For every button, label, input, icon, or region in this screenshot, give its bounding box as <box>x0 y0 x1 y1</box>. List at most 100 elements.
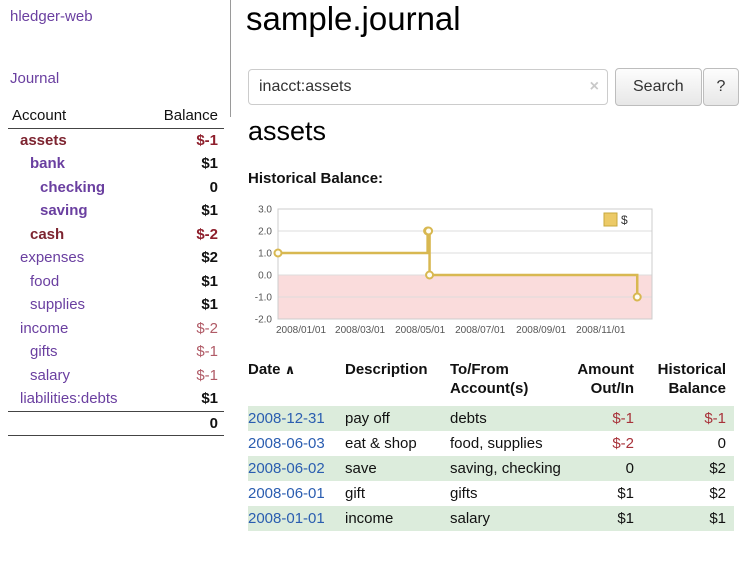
register-row: 2008-06-03 eat & shop food, supplies $-2… <box>248 431 734 456</box>
transaction-amount: $1 <box>617 485 634 502</box>
register-row: 2008-06-02 save saving, checking 0 $2 <box>248 456 734 481</box>
transaction-accounts: saving, checking <box>450 460 561 477</box>
account-row-salary: salary $-1 <box>8 364 224 388</box>
chart-marker <box>273 248 283 258</box>
account-balance: $-1 <box>196 343 218 360</box>
clear-search-icon[interactable]: × <box>589 78 599 95</box>
account-balance: 0 <box>209 178 218 196</box>
account-row-liabilities-debts: liabilities:debts $1 <box>8 387 224 411</box>
date-header-label: Date <box>248 361 281 378</box>
transaction-date-link[interactable]: 2008-06-03 <box>248 435 325 452</box>
column-header-amount: Amount Out/In <box>577 361 634 397</box>
accounts-total: 0 <box>145 410 224 436</box>
account-balance: $1 <box>201 202 218 219</box>
svg-text:-1.0: -1.0 <box>255 293 273 304</box>
account-row-bank: bank $1 <box>8 152 224 176</box>
help-button[interactable]: ? <box>703 68 739 106</box>
account-row-supplies: supplies $1 <box>8 293 224 317</box>
account-link-assets[interactable]: assets <box>20 131 67 149</box>
register-table: Date ∧ Description To/From Account(s) Am… <box>248 354 734 531</box>
svg-text:-2.0: -2.0 <box>255 315 273 326</box>
sidebar-item-journal[interactable]: Journal <box>10 70 60 87</box>
transaction-balance: $2 <box>709 485 726 502</box>
column-header-date[interactable]: Date ∧ <box>248 354 345 406</box>
column-header-historical-balance: Historical Balance <box>657 361 726 397</box>
transaction-date-link[interactable]: 2008-01-01 <box>248 510 325 527</box>
account-link-checking[interactable]: checking <box>40 178 106 196</box>
svg-text:2008/01/01: 2008/01/01 <box>276 325 326 336</box>
column-header-accounts: To/From Account(s) <box>450 361 529 397</box>
svg-text:2.0: 2.0 <box>258 227 272 238</box>
transaction-date-link[interactable]: 2008-06-01 <box>248 485 325 502</box>
search-box: × <box>248 69 608 105</box>
chart-marker <box>424 226 434 236</box>
accounts-header-row: Account Balance <box>8 104 224 129</box>
register-row: 2008-12-31 pay off debts $-1 $-1 <box>248 406 734 431</box>
account-row-food: food $1 <box>8 270 224 294</box>
account-link-food[interactable]: food <box>30 272 60 290</box>
app-brand-link[interactable]: hledger-web <box>10 8 93 25</box>
accounts-table: Account Balance assets $-1 bank $1 check… <box>8 104 224 436</box>
transaction-accounts: gifts <box>450 485 478 502</box>
account-row-expenses: expenses $2 <box>8 246 224 270</box>
account-link-supplies[interactable]: supplies <box>30 296 86 313</box>
transaction-amount: 0 <box>625 460 634 477</box>
account-balance: $-2 <box>196 225 218 243</box>
account-link-salary[interactable]: salary <box>30 366 71 384</box>
register-row: 2008-01-01 income salary $1 $1 <box>248 506 734 531</box>
account-row-assets: assets $-1 <box>8 128 224 152</box>
transaction-date-link[interactable]: 2008-12-31 <box>248 410 325 427</box>
svg-text:2008/03/01: 2008/03/01 <box>335 325 385 336</box>
legend-swatch <box>603 212 618 227</box>
account-balance: $2 <box>201 249 218 266</box>
transaction-balance: $2 <box>709 460 726 477</box>
transaction-balance: 0 <box>717 435 726 452</box>
accounts-header-account: Account <box>8 104 146 129</box>
transaction-description: eat & shop <box>345 435 417 452</box>
account-heading: assets <box>248 116 327 146</box>
page-title: sample.journal <box>246 0 461 37</box>
transaction-balance: $1 <box>709 510 726 527</box>
account-balance: $1 <box>201 155 218 172</box>
account-link-cash[interactable]: cash <box>30 225 65 243</box>
transaction-amount: $-2 <box>612 435 634 452</box>
search-button[interactable]: Search <box>615 68 702 106</box>
account-link-expenses[interactable]: expenses <box>20 249 85 266</box>
register-header-row: Date ∧ Description To/From Account(s) Am… <box>248 354 734 406</box>
account-link-saving[interactable]: saving <box>40 202 88 219</box>
account-balance: $1 <box>201 296 218 313</box>
sort-asc-icon: ∧ <box>284 362 296 377</box>
account-link-income[interactable]: income <box>20 319 69 337</box>
account-row-gifts: gifts $-1 <box>8 340 224 364</box>
svg-text:0.0: 0.0 <box>258 271 272 282</box>
account-row-cash: cash $-2 <box>8 223 224 247</box>
search-input[interactable] <box>248 69 608 105</box>
account-row-saving: saving $1 <box>8 199 224 223</box>
account-balance: $1 <box>201 390 218 407</box>
svg-text:3.0: 3.0 <box>258 205 272 216</box>
accounts-header-balance: Balance <box>145 104 224 129</box>
chart-title: Historical Balance: <box>248 170 384 187</box>
chart-marker <box>632 292 642 302</box>
register-row: 2008-06-01 gift gifts $1 $2 <box>248 481 734 506</box>
account-link-bank[interactable]: bank <box>30 155 66 172</box>
transaction-description: save <box>345 460 377 477</box>
accounts-total-row: 0 <box>8 410 224 436</box>
transaction-description: gift <box>345 485 366 502</box>
account-balance: $-1 <box>196 366 218 384</box>
account-balance: $-1 <box>196 131 218 149</box>
svg-text:2008/05/01: 2008/05/01 <box>395 325 445 336</box>
transaction-date-link[interactable]: 2008-06-02 <box>248 460 325 477</box>
transaction-description: income <box>345 510 394 527</box>
account-row-income: income $-2 <box>8 317 224 341</box>
transaction-description: pay off <box>345 410 390 427</box>
account-link-liabilities-debts[interactable]: liabilities:debts <box>20 390 118 407</box>
svg-text:2008/11/01: 2008/11/01 <box>576 325 626 336</box>
transaction-balance: $-1 <box>704 410 726 427</box>
account-link-gifts[interactable]: gifts <box>30 343 58 360</box>
account-row-checking: checking 0 <box>8 176 224 200</box>
account-balance: $-2 <box>196 319 218 337</box>
transaction-accounts: salary <box>450 510 491 527</box>
transaction-accounts: food, supplies <box>450 435 543 452</box>
